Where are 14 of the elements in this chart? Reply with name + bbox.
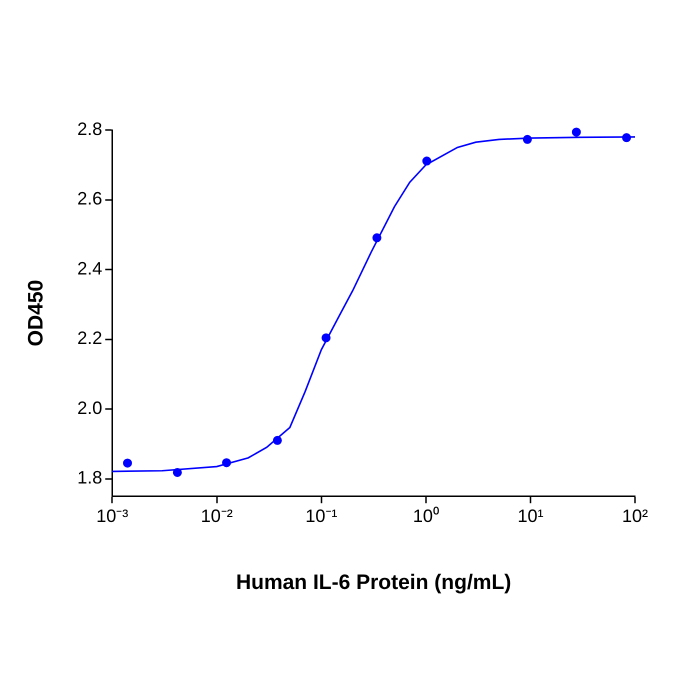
x-tick-label: 10¹ [517, 506, 544, 526]
y-tick-label: 2.2 [77, 328, 102, 348]
y-tick-label: 2.6 [77, 188, 102, 209]
y-tick-label: 2.8 [77, 118, 102, 139]
y-tick-label: 2.4 [77, 258, 102, 278]
x-axis-title: Human IL-6 Protein (ng/mL) [236, 571, 512, 594]
x-tick-label: 10² [622, 506, 648, 526]
x-tick-label: 10⁻² [200, 506, 233, 526]
x-tick-label: 10⁻¹ [305, 506, 338, 526]
y-tick-label: 1.8 [77, 468, 102, 488]
y-axis-title: OD450 [24, 280, 48, 346]
x-tick-label: 10⁰ [412, 506, 439, 526]
x-tick-label: 10⁻³ [96, 506, 128, 526]
y-tick-label: 2.0 [77, 398, 102, 418]
